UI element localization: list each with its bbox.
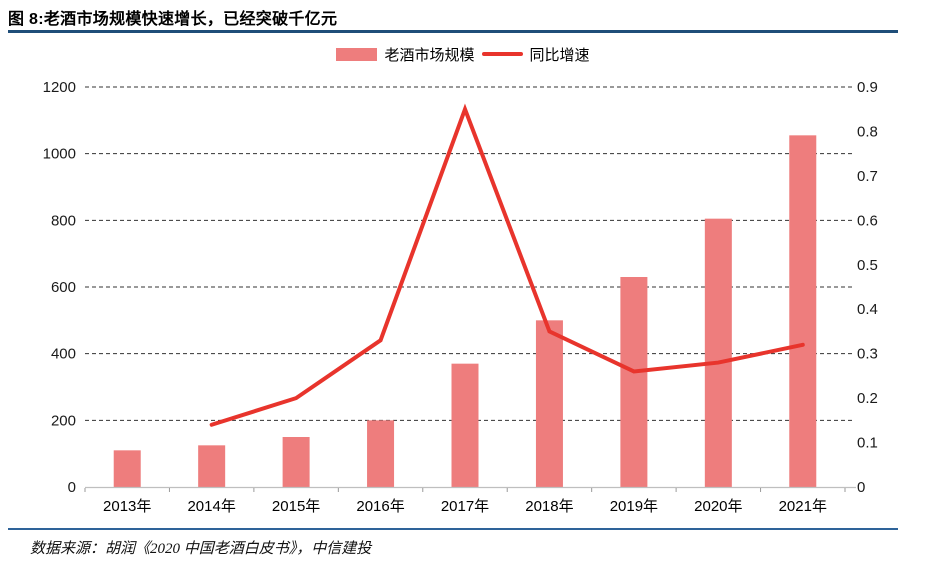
y-axis-right-tick-label: 0.5 bbox=[857, 257, 878, 274]
x-axis-label: 2014年 bbox=[187, 498, 235, 515]
data-source: 数据来源：胡润《2020 中国老酒白皮书》，中信建投 bbox=[30, 541, 372, 557]
bar-2019年 bbox=[620, 277, 648, 487]
x-axis-label: 2015年 bbox=[272, 498, 320, 515]
legend-bar-label: 老酒市场规模 bbox=[384, 46, 475, 64]
x-axis-label: 2018年 bbox=[525, 498, 573, 515]
x-axis-label: 2013年 bbox=[103, 498, 151, 515]
x-axis-label: 2020年 bbox=[694, 498, 742, 515]
bar-2018年 bbox=[535, 320, 563, 487]
legend-line-label: 同比增速 bbox=[529, 46, 590, 64]
figure-title: 图 8:老酒市场规模快速增长，已经突破千亿元 bbox=[8, 11, 338, 28]
bar-2013年 bbox=[113, 450, 141, 487]
bar-2014年 bbox=[198, 445, 226, 487]
y-axis-right-tick-label: 0.7 bbox=[857, 168, 878, 185]
bar-2021年 bbox=[789, 135, 817, 488]
x-axis-label: 2017年 bbox=[441, 498, 489, 515]
y-axis-right-tick-label: 0.8 bbox=[857, 123, 878, 140]
chart-legend: 老酒市场规模 同比增速 bbox=[0, 44, 933, 64]
y-axis-left-tick-label: 200 bbox=[51, 412, 76, 429]
growth-rate-line bbox=[209, 103, 805, 427]
legend-line-swatch-icon bbox=[481, 52, 523, 56]
x-axis-label: 2021年 bbox=[779, 498, 827, 515]
y-axis-right-tick-label: 0.3 bbox=[857, 346, 878, 363]
legend-bar-swatch-icon bbox=[336, 47, 378, 61]
bar-2016年 bbox=[367, 420, 395, 487]
title-divider bbox=[8, 30, 898, 33]
y-axis-left-tick-label: 800 bbox=[51, 212, 76, 229]
y-axis-left-tick-label: 600 bbox=[51, 279, 76, 296]
bar-2020年 bbox=[704, 218, 732, 487]
y-axis-right-tick-label: 0 bbox=[857, 479, 865, 496]
bar-2015年 bbox=[282, 437, 310, 487]
y-axis-left-tick-label: 400 bbox=[51, 346, 76, 363]
x-axis-label: 2016年 bbox=[356, 498, 404, 515]
y-axis-left-tick-label: 1000 bbox=[43, 146, 76, 163]
y-axis-right-tick-label: 0.6 bbox=[857, 212, 878, 229]
footer-divider bbox=[8, 528, 898, 530]
y-axis-right-tick-label: 0.1 bbox=[857, 435, 878, 452]
x-axis-label: 2019年 bbox=[610, 498, 658, 515]
y-axis-left-tick-label: 1200 bbox=[43, 79, 76, 96]
y-axis-right-tick-label: 0.2 bbox=[857, 390, 878, 407]
y-axis-right-tick-label: 0.9 bbox=[857, 79, 878, 96]
bar-2017年 bbox=[451, 363, 479, 487]
y-axis-right-tick-label: 0.4 bbox=[857, 301, 878, 318]
y-axis-left-tick-label: 0 bbox=[68, 479, 76, 496]
